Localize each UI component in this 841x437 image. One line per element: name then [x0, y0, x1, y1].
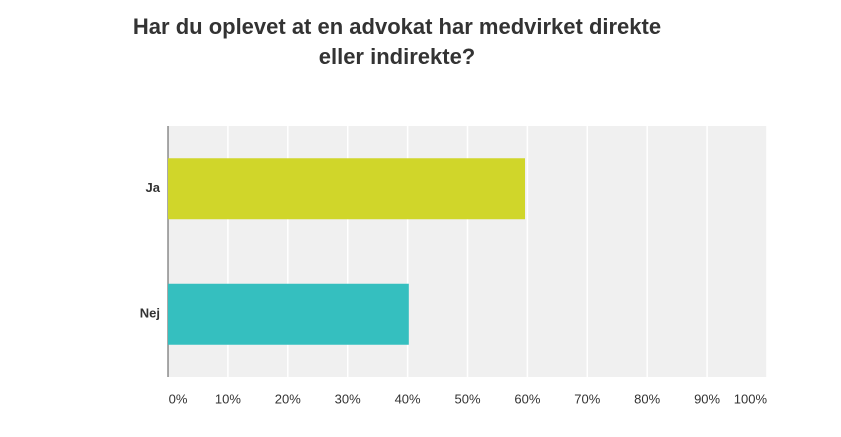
x-tick-label: 90%: [694, 391, 720, 406]
x-tick-label: 80%: [634, 391, 660, 406]
y-tick-label: Nej: [140, 306, 160, 321]
x-tick-label: 30%: [335, 391, 361, 406]
bar: [168, 158, 526, 220]
x-tick-label: 70%: [574, 391, 600, 406]
y-tick-label: Ja: [146, 180, 161, 195]
chart-title: Har du oplevet at en advokat har medvirk…: [132, 14, 662, 69]
x-tick-label: 50%: [454, 391, 480, 406]
x-tick-label: 10%: [215, 391, 241, 406]
x-tick-label: 0%: [169, 391, 188, 406]
x-tick-label: 20%: [275, 391, 301, 406]
x-tick-label: 100%: [734, 391, 768, 406]
x-tick-label: 40%: [395, 391, 421, 406]
bar: [168, 283, 409, 345]
x-tick-label: 60%: [514, 391, 540, 406]
